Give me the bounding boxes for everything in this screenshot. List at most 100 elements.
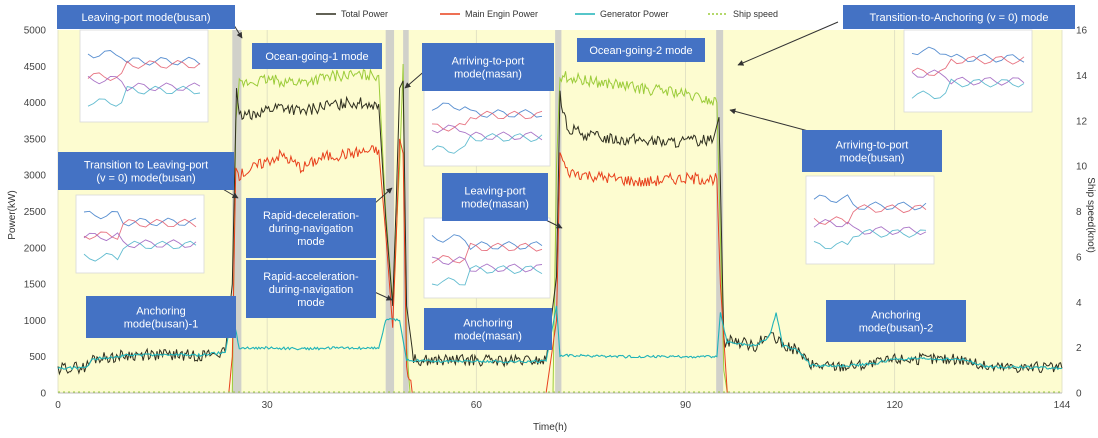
annotation-text: mode [297, 236, 325, 248]
annotation-box [843, 5, 1075, 29]
left-y-tick-label: 3000 [24, 171, 47, 182]
inset-series-line [813, 194, 927, 211]
annotation-text: Anchoring [136, 306, 186, 318]
right-y-tick-label: 4 [1076, 298, 1082, 309]
left-y-tick-label: 500 [29, 352, 46, 363]
inset-plot-thumbnail [423, 217, 551, 299]
annotation-text: mode(busan)-2 [859, 323, 934, 335]
inset-series-line [431, 133, 543, 154]
x-axis-label: Time(h) [533, 422, 567, 433]
right-y-tick-label: 10 [1076, 162, 1088, 173]
annotation-text: during-navigation [269, 223, 353, 235]
inset-series-line [813, 229, 927, 250]
inset-plot-thumbnail [903, 29, 1033, 113]
inset-series-line [431, 242, 543, 264]
annotation-box [442, 173, 548, 221]
annotation-text: mode(masan) [454, 69, 522, 81]
annotation-text: Leaving-port [464, 186, 525, 198]
inset-plot-thumbnail [79, 29, 209, 123]
x-tick-label: 120 [886, 400, 903, 411]
inset-series-line [83, 218, 197, 240]
mode-annotation: Transition to Leaving-port(v = 0) mode(b… [58, 152, 234, 190]
inset-series-line [87, 85, 201, 107]
right-y-tick-label: 6 [1076, 252, 1082, 263]
mode-band [403, 30, 409, 393]
annotation-box [57, 5, 235, 29]
annotation-box [424, 308, 552, 350]
annotation-text: Rapid-acceleration- [263, 271, 359, 283]
right-y-tick-label: 12 [1076, 116, 1088, 127]
annotation-text: Arriving-to-port [836, 140, 909, 152]
mode-band [385, 30, 395, 393]
annotation-text: Ocean-going-2 mode [589, 45, 692, 57]
inset-series-line [431, 234, 543, 250]
annotation-text: during-navigation [269, 284, 353, 296]
inset-series-line [813, 204, 927, 225]
left-y-tick-label: 4000 [24, 98, 47, 109]
x-tick-label: 0 [55, 400, 61, 411]
inset-series-line [911, 46, 1025, 63]
right-y-tick-label: 0 [1076, 389, 1082, 400]
annotation-box [826, 300, 966, 342]
annotation-text: Transition to Leaving-port [84, 160, 208, 172]
inset-series-line [813, 218, 927, 236]
annotation-box [86, 296, 236, 338]
annotation-text: mode(busan) [840, 153, 905, 165]
right-y-tick-label: 2 [1076, 343, 1082, 354]
annotation-text: Arriving-to-port [452, 56, 525, 68]
annotation-text: mode(masan) [461, 199, 529, 211]
mode-band [232, 30, 242, 393]
annotation-text: Leaving-port mode(busan) [81, 12, 210, 24]
annotation-text: Anchoring [463, 318, 513, 330]
annotation-text: Rapid-deceleration- [263, 210, 359, 222]
left-y-tick-label: 5000 [24, 26, 47, 37]
inset-series-line [87, 59, 201, 82]
series-line-total-power [57, 80, 1063, 376]
inset-series-line [911, 78, 1025, 100]
left-y-tick-label: 1500 [24, 280, 47, 291]
inset-series-line [431, 265, 543, 286]
annotation-arrow [737, 21, 839, 66]
left-y-tick-label: 2500 [24, 207, 47, 218]
inset-series-line [431, 102, 543, 118]
right-y-axis-label: Ship speed(knot) [1085, 177, 1096, 253]
legend-entry: Ship speed [733, 9, 778, 19]
series-line-generator-power [57, 305, 1063, 371]
left-y-tick-label: 3500 [24, 134, 47, 145]
mode-annotation: Transition-to-Anchoring (v = 0) mode [843, 5, 1075, 29]
annotation-text: Anchoring [871, 310, 921, 322]
left-y-tick-label: 0 [40, 389, 46, 400]
inset-series-line [431, 256, 543, 273]
annotation-box [58, 152, 234, 190]
annotation-box [422, 43, 554, 91]
legend-entry: Generator Power [600, 9, 669, 19]
annotation-text: Transition-to-Anchoring (v = 0) mode [869, 12, 1048, 24]
left-y-tick-label: 2000 [24, 243, 47, 254]
mode-annotation: Ocean-going-1 mode [252, 43, 382, 69]
legend-entry: Total Power [341, 9, 388, 19]
annotation-text: Ocean-going-1 mode [265, 51, 368, 63]
annotation-text: mode(masan) [454, 331, 522, 343]
annotation-text: (v = 0) mode(busan) [96, 173, 195, 185]
annotation-box [252, 43, 382, 69]
inset-series-line [911, 69, 1025, 86]
annotation-text: mode(busan)-1 [124, 319, 199, 331]
mode-annotation: Leaving-port mode(busan) [57, 5, 235, 29]
inset-series-line [431, 110, 543, 132]
inset-series-line [87, 75, 201, 92]
x-tick-label: 90 [680, 400, 692, 411]
left-y-tick-label: 1000 [24, 316, 47, 327]
x-tick-label: 144 [1054, 400, 1071, 411]
right-y-tick-label: 8 [1076, 207, 1082, 218]
mode-annotation: Ocean-going-2 mode [577, 38, 705, 62]
inset-series-line [431, 124, 543, 141]
inset-series-line [911, 55, 1025, 76]
left-y-tick-label: 4500 [24, 62, 47, 73]
